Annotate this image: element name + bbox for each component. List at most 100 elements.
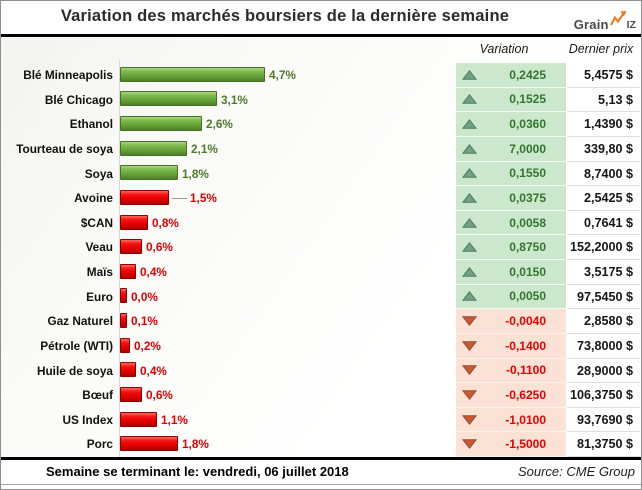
variation-value: 0,0375 [509,190,546,205]
variation-cell: -1,0100 [456,407,566,433]
variation-bar [120,313,127,329]
last-price-value: 2,8580 $ [567,309,640,334]
market-row: Gaz Naturel 0,1% -0,0040 2,8580 $ [1,309,641,334]
variation-value: 0,1550 [509,166,546,181]
last-price-value: 8,7400 $ [567,161,640,187]
variation-cell: 0,0360 [456,112,566,137]
direction-arrow-icon [462,242,477,252]
variation-percent-label: 2,1% [191,141,218,156]
variation-bar [120,91,217,107]
category-label: Soya [84,166,113,181]
market-row: Pétrole (WTI) 0,2% -0,1400 73,8000 $ [1,333,641,359]
variation-cell: 0,0150 [456,260,566,285]
variation-bar [120,386,142,402]
column-header-dernier-prix: Dernier prix [568,42,634,56]
category-label: Euro [86,289,113,304]
market-row: Maïs 0,4% 0,0150 3,5175 $ [1,260,641,285]
last-price-value: 339,80 $ [567,136,640,162]
variation-percent-label: 4,7% [269,68,296,82]
category-label: Veau [85,240,113,255]
direction-arrow-icon [462,69,477,80]
variation-value: 0,0050 [509,289,546,304]
title-divider [1,34,641,37]
variation-bar [120,116,202,132]
market-row: Huile de soya 0,4% -0,1100 28,9000 $ [1,358,641,384]
logo-text-iz: IZ [626,19,636,31]
direction-arrow-icon [462,168,477,179]
variation-bar [120,214,148,230]
variation-value: -0,6250 [505,387,546,402]
direction-arrow-icon [462,316,477,327]
last-price-value: 97,5450 $ [567,284,640,310]
variation-percent-label: 0,0% [131,289,158,304]
direction-arrow-icon [462,266,477,277]
variation-percent-label: 1,5% [190,191,217,206]
category-label: Ethanol [69,117,113,132]
category-label: $CAN [80,215,113,230]
variation-value: -0,0040 [505,314,546,329]
direction-arrow-icon [462,94,477,105]
category-label: Pétrole (WTI) [40,338,113,353]
variation-percent-label: 0,2% [134,338,161,353]
category-label: Gaz Naturel [47,314,113,329]
direction-arrow-icon [462,217,477,228]
variation-percent-label: 0,1% [131,314,158,329]
category-label: Tourteau de soya [16,141,113,156]
variation-cell: -0,0040 [456,309,566,334]
category-label: Bœuf [82,388,113,403]
market-row: Porc 1,8% -1,5000 81,3750 $ [1,432,641,457]
chart-and-table-area: Variation Dernier prix Blé Minneapolis 4… [1,37,641,457]
title-bar: Variation des marchés boursiers de la de… [1,1,641,34]
variation-value: 0,0150 [509,264,546,279]
variation-bar [120,165,178,181]
variation-cell: 0,1525 [456,87,566,113]
direction-arrow-icon [462,119,477,129]
variation-value: -1,0100 [505,412,546,427]
last-price-value: 28,9000 $ [567,358,640,384]
market-row: Avoine 1,5% 0,0375 2,5425 $ [1,186,641,211]
page-title: Variation des marchés boursiers de la de… [60,7,510,25]
variation-value: 0,0360 [509,117,546,132]
category-label: Avoine [74,191,113,206]
variation-cell: -0,6250 [456,383,566,408]
last-price-value: 5,13 $ [567,87,640,113]
category-label: Porc [86,437,113,452]
variation-value: -0,1100 [505,363,546,378]
last-price-value: 152,2000 $ [567,235,640,260]
direction-arrow-icon [462,365,477,376]
variation-cell: -0,1400 [456,333,566,359]
variation-cell: 0,0058 [456,210,566,236]
category-label: Blé Chicago [44,92,113,107]
footer-bar: Semaine se terminant le: vendredi, 06 ju… [1,457,641,485]
direction-arrow-icon [462,291,477,302]
footer-source: Source: CME Group [517,464,635,479]
last-price-value: 106,3750 $ [567,383,640,408]
stock-line-icon [609,11,627,32]
variation-cell: 0,0050 [456,284,566,310]
variation-percent-label: 3,1% [221,92,248,107]
footer-week-ending: Semaine se terminant le: vendredi, 06 ju… [46,464,349,479]
variation-bar [120,239,142,255]
market-row: $CAN 0,8% 0,0058 0,7641 $ [1,210,641,236]
last-price-value: 93,7690 $ [567,407,640,433]
variation-bar [120,189,169,205]
chart-baseline [119,60,120,457]
variation-cell: -0,1100 [456,358,566,384]
variation-percent-label: 1,8% [182,166,209,181]
variation-percent-label: 0,4% [140,363,167,378]
market-row: Tourteau de soya 2,1% 7,0000 339,80 $ [1,136,641,162]
last-price-value: 2,5425 $ [567,186,640,211]
direction-arrow-icon [462,192,477,203]
variation-percent-label: 0,6% [146,240,173,255]
direction-arrow-icon [462,439,477,450]
variation-cell: -1,5000 [456,432,566,457]
variation-bar [120,411,157,427]
category-label: US Index [62,412,113,427]
variation-cell: 0,2425 [456,63,566,88]
direction-arrow-icon [462,143,477,154]
variation-bar [120,140,187,156]
last-price-value: 81,3750 $ [567,432,640,457]
last-price-value: 1,4390 $ [567,112,640,137]
variation-percent-label: 2,6% [206,117,233,132]
direction-arrow-icon [462,390,477,400]
